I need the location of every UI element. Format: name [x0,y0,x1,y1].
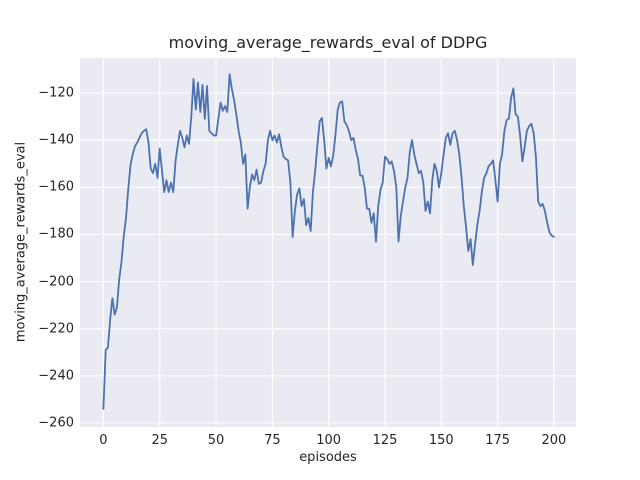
y-tick-label: −200 [38,274,74,290]
y-tick-label: −160 [38,179,74,195]
x-tick-label: 0 [99,433,108,448]
x-tick-label: 200 [541,433,567,448]
chart-title: moving_average_rewards_eval of DDPG [168,33,488,52]
y-tick-label: −240 [38,368,74,384]
x-tick-label: 100 [316,433,342,448]
x-tick-label: 125 [372,433,398,448]
horizontal-gridlines [80,92,576,424]
x-tick-label: 50 [207,433,225,448]
y-tick-label: −180 [38,226,74,242]
x-tick-label: 175 [485,433,511,448]
x-tick-label: 25 [151,433,169,448]
vertical-gridlines [102,58,555,427]
y-axis-label: moving_average_rewards_eval [13,141,29,343]
y-tick-label: −220 [38,321,74,337]
plot-area [80,58,576,427]
x-axis-label: episodes [299,450,357,465]
x-tick-label: 150 [428,433,454,448]
series-line [102,73,555,410]
y-tick-label: −120 [38,85,74,101]
x-tick-label: 75 [264,433,281,448]
y-tick-label: −260 [38,415,74,431]
y-tick-label: −140 [38,132,74,148]
